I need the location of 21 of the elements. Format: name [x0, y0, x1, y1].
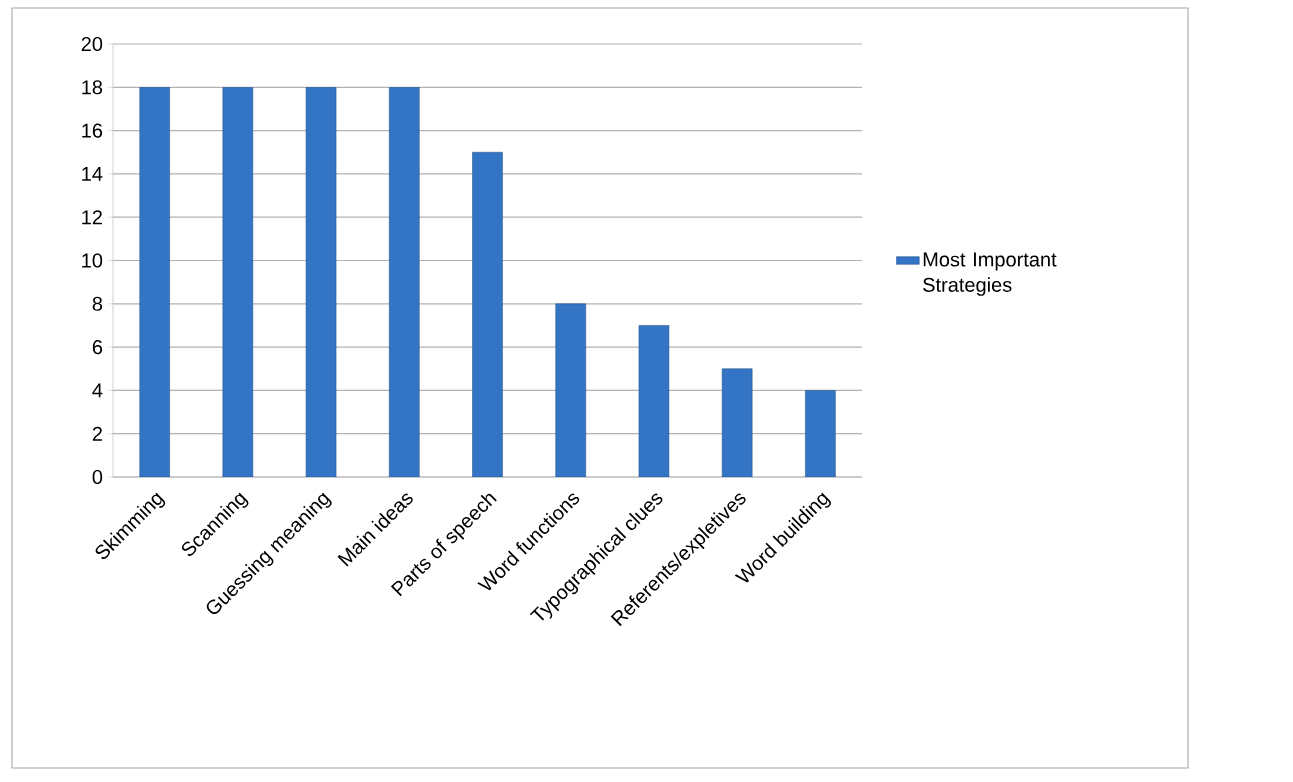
bar [472, 151, 503, 477]
bar [305, 87, 337, 477]
y-tick-label: 12 [82, 210, 102, 225]
y-tick-label: 2 [92, 426, 102, 441]
bar [222, 87, 254, 477]
y-tick-label: 4 [92, 383, 103, 398]
bar [638, 325, 670, 477]
y-tick-label: 20 [81, 36, 103, 52]
legend-label: Most Important Strategies [923, 252, 1057, 296]
y-tick-label: 0 [92, 469, 103, 485]
y-tick-label: 16 [82, 123, 103, 138]
bar [555, 303, 586, 477]
bar [805, 390, 836, 477]
bar [721, 368, 753, 477]
y-tick-label: 14 [82, 167, 103, 181]
bar [389, 87, 420, 477]
y-tick-label: 18 [82, 80, 103, 95]
y-tick-label: 6 [92, 340, 103, 355]
y-tick-label: 8 [92, 296, 103, 311]
bar [139, 87, 170, 477]
y-tick-label: 10 [82, 253, 103, 268]
